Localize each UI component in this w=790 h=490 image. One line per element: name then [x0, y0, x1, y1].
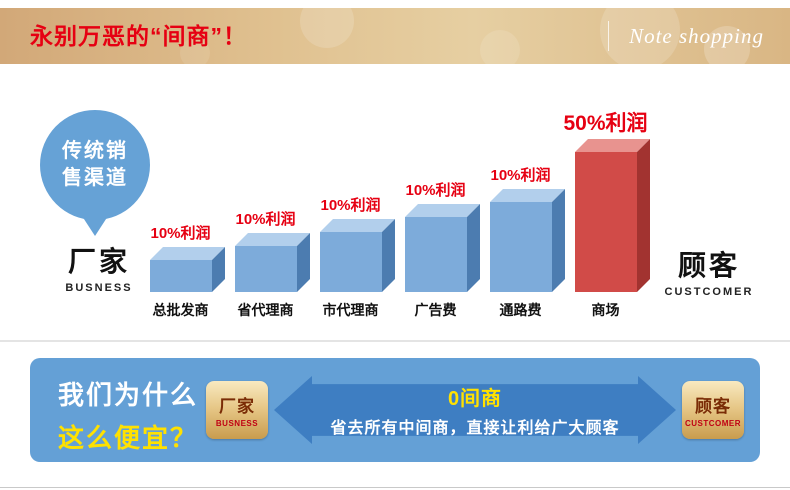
maker-sublabel: BUSNESS — [65, 282, 133, 294]
decor-bubble — [300, 8, 354, 48]
decor-bubble — [704, 26, 750, 64]
bar-3d — [489, 189, 565, 292]
arrow-subtitle: 省去所有中间商，直接让利给广大顾客 — [330, 420, 620, 437]
bar-3d — [574, 139, 650, 292]
bar-face-side — [381, 219, 395, 292]
bar-category-label: 省代理商 — [237, 302, 294, 318]
customer-gold-badge: 顾客 CUSTCOMER — [682, 381, 744, 439]
bar-face-front — [489, 202, 552, 292]
bar-3d — [404, 204, 480, 292]
bottom-border — [0, 487, 790, 488]
profit-bar-6: 50%利润商场 — [563, 107, 650, 318]
bar-category-label: 广告费 — [414, 302, 457, 318]
double-arrow: 0间商 省去所有中间商，直接让利给广大顾客 — [274, 373, 676, 447]
brand-divider — [608, 21, 610, 51]
bar-3d — [149, 247, 225, 292]
customer-endpoint: 顾客 CUSTCOMER — [654, 244, 764, 298]
bar-face-side — [636, 139, 650, 292]
maker-gold-badge: 厂家 BUSNESS — [206, 381, 268, 439]
bar-category-label: 市代理商 — [322, 302, 379, 318]
arrow-title: 0间商 — [447, 388, 503, 410]
profit-value-label: 10%利润 — [405, 182, 466, 199]
profit-value-label: 50%利润 — [563, 112, 648, 135]
bar-face-side — [551, 189, 565, 292]
traditional-channel-badge: 传统销 售渠道 — [40, 110, 150, 220]
profit-bar-1: 10%利润总批发商 — [138, 222, 225, 318]
maker-endpoint: 厂家 BUSNESS — [44, 240, 154, 294]
bar-category-label: 通路费 — [499, 302, 542, 318]
top-banner: 永别万恶的“间商”！ Note shopping — [0, 8, 790, 64]
profit-value-label: 10%利润 — [150, 225, 211, 242]
customer-gold-label: 顾客 — [695, 397, 731, 416]
bar-category-label: 总批发商 — [152, 302, 209, 318]
profit-value-label: 10%利润 — [235, 211, 296, 228]
badge-line1: 传统销 — [62, 140, 128, 162]
bar-face-front — [149, 260, 212, 292]
profit-bar-3: 10%利润市代理商 — [308, 194, 395, 318]
channel-diagram: 传统销 售渠道 厂家 BUSNESS 10%利润 总批发商 10%利润 省代理商 10%… — [0, 64, 790, 340]
profit-value-label: 10%利润 — [490, 167, 551, 184]
brand-script: Note shopping — [629, 23, 764, 48]
bar-face-front — [319, 232, 382, 292]
customer-label: 顾客 — [677, 250, 740, 281]
bar-3d — [319, 219, 395, 292]
banner-headline: 永别万恶的“间商”！ — [30, 23, 247, 49]
question-line2: 这么便宜？ — [58, 423, 199, 453]
question-block: 我们为什么 这么便宜？ — [58, 375, 198, 455]
bar-face-side — [466, 204, 480, 292]
decor-bubble — [180, 38, 210, 64]
badge-pointer-icon — [82, 216, 108, 236]
profit-bars: 10%利润 总批发商 10%利润 省代理商 10%利润 市代理商 10%利润 广告费 10%利润… — [138, 107, 650, 318]
decor-bubble — [480, 30, 520, 64]
maker-gold-label: 厂家 — [219, 397, 255, 416]
profit-value-label: 10%利润 — [320, 197, 381, 214]
question-line1: 我们为什么 — [58, 380, 199, 410]
badge-line2: 售渠道 — [62, 167, 128, 189]
bar-face-front — [574, 152, 637, 292]
section-divider — [0, 340, 790, 342]
bar-category-label: 商场 — [591, 302, 620, 318]
bar-face-front — [234, 246, 297, 292]
decor-bubble — [600, 8, 680, 64]
bar-3d — [234, 233, 310, 292]
profit-bar-2: 10%利润省代理商 — [223, 208, 310, 318]
maker-gold-sublabel: BUSNESS — [215, 419, 259, 428]
profit-bar-4: 10%利润广告费 — [393, 179, 480, 318]
bar-face-front — [404, 217, 467, 292]
brand-area: Note shopping — [608, 8, 764, 64]
customer-sublabel: CUSTCOMER — [664, 286, 754, 298]
customer-gold-sublabel: CUSTCOMER — [684, 419, 742, 428]
profit-bar-5: 10%利润通路费 — [478, 164, 565, 318]
why-cheap-band: 我们为什么 这么便宜？ 厂家 BUSNESS 0间商 省去所有中间商，直接让利给… — [30, 358, 760, 462]
maker-label: 厂家 — [67, 246, 130, 277]
